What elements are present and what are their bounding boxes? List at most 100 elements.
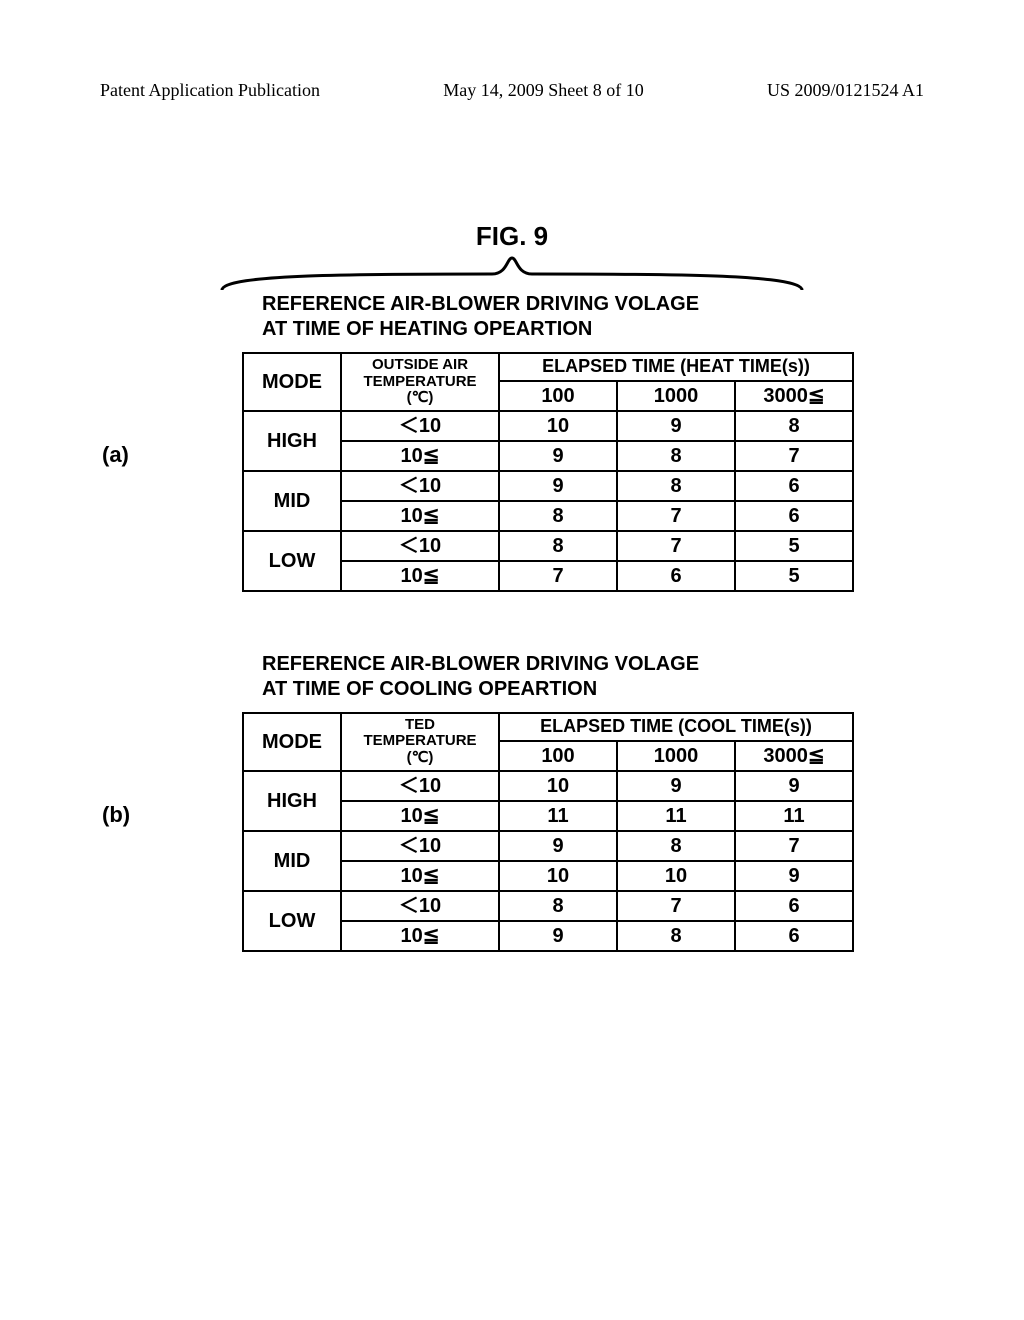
page-header: Patent Application Publication May 14, 2… — [100, 80, 924, 101]
val-cell: 7 — [735, 441, 853, 471]
temp-cell: 10≦ — [341, 921, 499, 951]
val-cell: 5 — [735, 531, 853, 561]
col-1000: 1000 — [617, 741, 735, 771]
header-right: US 2009/0121524 A1 — [767, 80, 924, 101]
panel-a: REFERENCE AIR-BLOWER DRIVING VOLAGE AT T… — [162, 292, 862, 592]
temp-line1: TED — [405, 716, 435, 733]
mode-cell: LOW — [243, 531, 341, 591]
col-elapsed: ELAPSED TIME (HEAT TIME(s)) — [499, 353, 853, 381]
val-cell: 7 — [617, 531, 735, 561]
val-cell: 11 — [735, 801, 853, 831]
col-1000: 1000 — [617, 381, 735, 411]
col-elapsed: ELAPSED TIME (COOL TIME(s)) — [499, 713, 853, 741]
val-cell: 11 — [499, 801, 617, 831]
val-cell: 7 — [499, 561, 617, 591]
table-row: MID ＜10 9 8 6 — [243, 471, 853, 501]
brace-icon — [212, 252, 812, 292]
temp-line2: TEMPERATURE — [363, 732, 476, 749]
col-100: 100 — [499, 741, 617, 771]
table-row: LOW ＜10 8 7 6 — [243, 891, 853, 921]
table-row: HIGH ＜10 10 9 8 — [243, 411, 853, 441]
val-cell: 8 — [499, 891, 617, 921]
panel-a-label: (a) — [102, 442, 129, 468]
val-cell: 8 — [617, 441, 735, 471]
temp-cell: ＜10 — [341, 891, 499, 921]
heating-table: MODE OUTSIDE AIR TEMPERATURE (℃) ELAPSED… — [242, 352, 854, 592]
col-mode: MODE — [243, 713, 341, 771]
mode-cell: HIGH — [243, 411, 341, 471]
caption-line1: REFERENCE AIR-BLOWER DRIVING VOLAGE — [262, 293, 699, 315]
figure-label: FIG. 9 — [100, 221, 924, 252]
col-3000: 3000≦ — [735, 381, 853, 411]
val-cell: 10 — [499, 411, 617, 441]
panel-b-caption: REFERENCE AIR-BLOWER DRIVING VOLAGE AT T… — [262, 652, 862, 702]
temp-line2: TEMPERATURE — [363, 373, 476, 390]
panel-b-table-wrap: MODE TED TEMPERATURE (℃) ELAPSED TIME (C… — [242, 712, 862, 952]
curly-brace — [212, 252, 812, 292]
mode-cell: MID — [243, 831, 341, 891]
table-header-row: MODE OUTSIDE AIR TEMPERATURE (℃) ELAPSED… — [243, 353, 853, 381]
temp-cell: ＜10 — [341, 411, 499, 441]
val-cell: 5 — [735, 561, 853, 591]
val-cell: 7 — [617, 891, 735, 921]
temp-cell: 10≦ — [341, 861, 499, 891]
panel-a-table-wrap: MODE OUTSIDE AIR TEMPERATURE (℃) ELAPSED… — [242, 352, 862, 592]
val-cell: 8 — [735, 411, 853, 441]
mode-cell: HIGH — [243, 771, 341, 831]
panel-b-label: (b) — [102, 802, 130, 828]
temp-cell: ＜10 — [341, 471, 499, 501]
caption-line1: REFERENCE AIR-BLOWER DRIVING VOLAGE — [262, 653, 699, 675]
val-cell: 9 — [499, 441, 617, 471]
col-temp: OUTSIDE AIR TEMPERATURE (℃) — [341, 353, 499, 411]
val-cell: 9 — [617, 771, 735, 801]
table-header-row: MODE TED TEMPERATURE (℃) ELAPSED TIME (C… — [243, 713, 853, 741]
val-cell: 7 — [617, 501, 735, 531]
table-row: LOW ＜10 8 7 5 — [243, 531, 853, 561]
val-cell: 6 — [735, 501, 853, 531]
table-row: MID ＜10 9 8 7 — [243, 831, 853, 861]
val-cell: 8 — [499, 531, 617, 561]
temp-cell: 10≦ — [341, 561, 499, 591]
temp-cell: ＜10 — [341, 831, 499, 861]
val-cell: 8 — [617, 831, 735, 861]
header-center: May 14, 2009 Sheet 8 of 10 — [443, 80, 643, 101]
val-cell: 9 — [735, 861, 853, 891]
col-mode: MODE — [243, 353, 341, 411]
table-row: HIGH ＜10 10 9 9 — [243, 771, 853, 801]
val-cell: 9 — [499, 471, 617, 501]
mode-cell: LOW — [243, 891, 341, 951]
temp-cell: 10≦ — [341, 501, 499, 531]
patent-page: Patent Application Publication May 14, 2… — [0, 0, 1024, 1320]
val-cell: 10 — [499, 771, 617, 801]
val-cell: 6 — [735, 921, 853, 951]
val-cell: 8 — [617, 921, 735, 951]
temp-cell: 10≦ — [341, 801, 499, 831]
val-cell: 8 — [617, 471, 735, 501]
val-cell: 6 — [735, 471, 853, 501]
caption-line2: AT TIME OF COOLING OPEARTION — [262, 678, 597, 700]
val-cell: 10 — [499, 861, 617, 891]
val-cell: 6 — [735, 891, 853, 921]
val-cell: 7 — [735, 831, 853, 861]
temp-line3: (℃) — [407, 749, 434, 766]
val-cell: 10 — [617, 861, 735, 891]
val-cell: 9 — [499, 831, 617, 861]
panel-a-caption: REFERENCE AIR-BLOWER DRIVING VOLAGE AT T… — [262, 292, 862, 342]
col-3000: 3000≦ — [735, 741, 853, 771]
val-cell: 9 — [617, 411, 735, 441]
mode-cell: MID — [243, 471, 341, 531]
val-cell: 6 — [617, 561, 735, 591]
temp-line3: (℃) — [407, 389, 434, 406]
header-left: Patent Application Publication — [100, 80, 320, 101]
val-cell: 11 — [617, 801, 735, 831]
panel-b: REFERENCE AIR-BLOWER DRIVING VOLAGE AT T… — [162, 652, 862, 952]
val-cell: 9 — [735, 771, 853, 801]
col-100: 100 — [499, 381, 617, 411]
val-cell: 8 — [499, 501, 617, 531]
caption-line2: AT TIME OF HEATING OPEARTION — [262, 318, 592, 340]
temp-cell: 10≦ — [341, 441, 499, 471]
val-cell: 9 — [499, 921, 617, 951]
temp-line1: OUTSIDE AIR — [372, 356, 468, 373]
cooling-table: MODE TED TEMPERATURE (℃) ELAPSED TIME (C… — [242, 712, 854, 952]
temp-cell: ＜10 — [341, 771, 499, 801]
